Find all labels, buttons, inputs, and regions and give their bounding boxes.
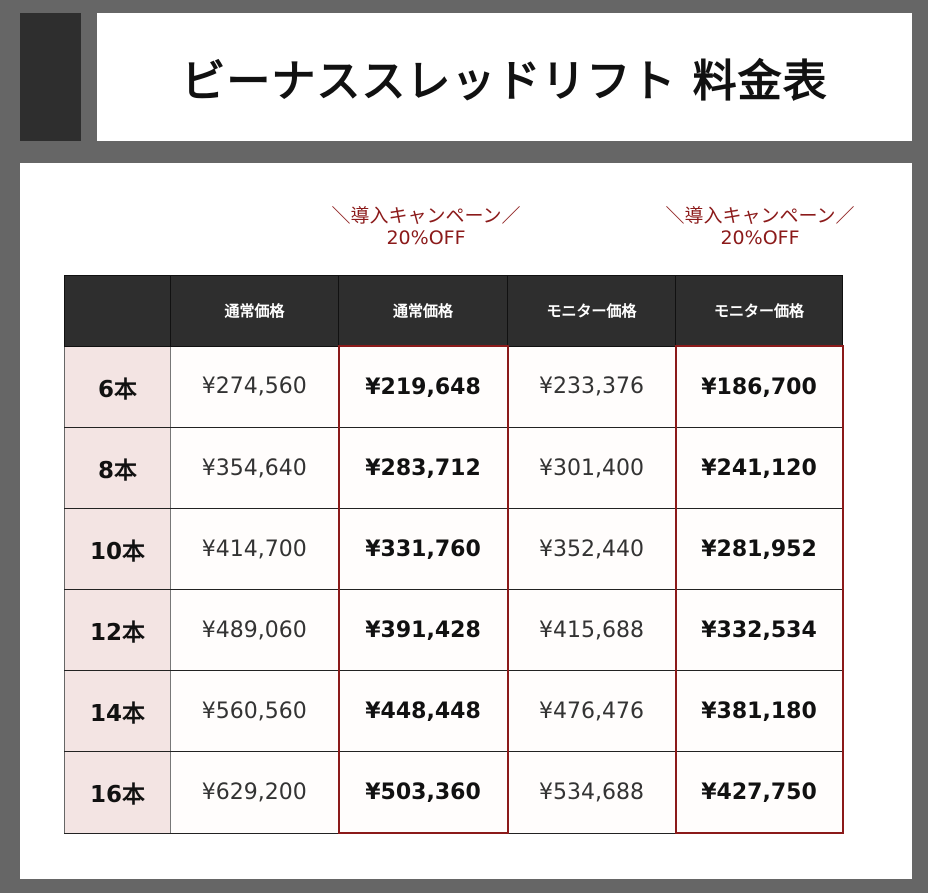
monitor-price-cell: ¥352,440 <box>507 508 676 590</box>
regular-campaign-price-cell: ¥448,448 <box>337 670 509 752</box>
regular-price-cell: ¥629,200 <box>170 751 339 834</box>
title-banner: ビーナススレッドリフト 料金表 <box>97 13 912 141</box>
quantity-cell: 12本 <box>64 589 171 671</box>
quantity-cell: 16本 <box>64 751 171 834</box>
table-row: 10本 ¥414,700 ¥331,760 ¥352,440 ¥281,952 <box>64 508 844 590</box>
table-header-row: 通常価格 通常価格 モニター価格 モニター価格 <box>64 275 843 347</box>
header-quantity <box>64 275 171 347</box>
campaign-label-line1: ＼導入キャンペーン／ <box>665 205 855 227</box>
header-monitor-price: モニター価格 <box>507 275 676 347</box>
table-row: 6本 ¥274,560 ¥219,648 ¥233,376 ¥186,700 <box>64 345 844 428</box>
regular-price-cell: ¥560,560 <box>170 670 339 752</box>
price-panel: ＼導入キャンペーン／ 20%OFF ＼導入キャンペーン／ 20%OFF 通常価格… <box>20 163 912 879</box>
regular-campaign-price-cell: ¥503,360 <box>337 751 509 834</box>
campaign-discount: 20%OFF <box>720 227 800 249</box>
header-regular-price: 通常価格 <box>170 275 339 347</box>
monitor-campaign-price-cell: ¥381,180 <box>674 670 844 752</box>
quantity-cell: 6本 <box>64 345 171 428</box>
monitor-campaign-price-cell: ¥241,120 <box>674 427 844 509</box>
quantity-cell: 10本 <box>64 508 171 590</box>
header-regular-campaign-price: 通常価格 <box>338 275 508 347</box>
monitor-price-cell: ¥301,400 <box>507 427 676 509</box>
monitor-campaign-price-cell: ¥332,534 <box>674 589 844 671</box>
monitor-campaign-price-cell: ¥186,700 <box>674 345 844 428</box>
monitor-price-cell: ¥534,688 <box>507 751 676 834</box>
header-monitor-campaign-price: モニター価格 <box>675 275 843 347</box>
monitor-campaign-price-cell: ¥281,952 <box>674 508 844 590</box>
regular-campaign-price-cell: ¥391,428 <box>337 589 509 671</box>
monitor-price-cell: ¥233,376 <box>507 345 676 428</box>
monitor-price-cell: ¥476,476 <box>507 670 676 752</box>
campaign-label-line1: ＼導入キャンペーン／ <box>331 205 521 227</box>
monitor-campaign-price-cell: ¥427,750 <box>674 751 844 834</box>
campaign-discount: 20%OFF <box>386 227 466 249</box>
table-row: 12本 ¥489,060 ¥391,428 ¥415,688 ¥332,534 <box>64 589 844 671</box>
regular-price-cell: ¥414,700 <box>170 508 339 590</box>
quantity-cell: 8本 <box>64 427 171 509</box>
regular-campaign-price-cell: ¥283,712 <box>337 427 509 509</box>
table-row: 14本 ¥560,560 ¥448,448 ¥476,476 ¥381,180 <box>64 670 844 752</box>
regular-campaign-price-cell: ¥331,760 <box>337 508 509 590</box>
campaign-label-regular: ＼導入キャンペーン／ 20%OFF <box>306 205 546 249</box>
regular-price-cell: ¥274,560 <box>170 345 339 428</box>
page-title: ビーナススレッドリフト 料金表 <box>181 56 828 107</box>
campaign-label-monitor: ＼導入キャンペーン／ 20%OFF <box>640 205 880 249</box>
monitor-price-cell: ¥415,688 <box>507 589 676 671</box>
table-row: 8本 ¥354,640 ¥283,712 ¥301,400 ¥241,120 <box>64 427 844 509</box>
regular-price-cell: ¥489,060 <box>170 589 339 671</box>
regular-price-cell: ¥354,640 <box>170 427 339 509</box>
regular-campaign-price-cell: ¥219,648 <box>337 345 509 428</box>
title-accent-block <box>20 13 81 141</box>
quantity-cell: 14本 <box>64 670 171 752</box>
table-row: 16本 ¥629,200 ¥503,360 ¥534,688 ¥427,750 <box>64 751 844 834</box>
price-table: 通常価格 通常価格 モニター価格 モニター価格 6本 ¥274,560 ¥219… <box>64 275 844 834</box>
